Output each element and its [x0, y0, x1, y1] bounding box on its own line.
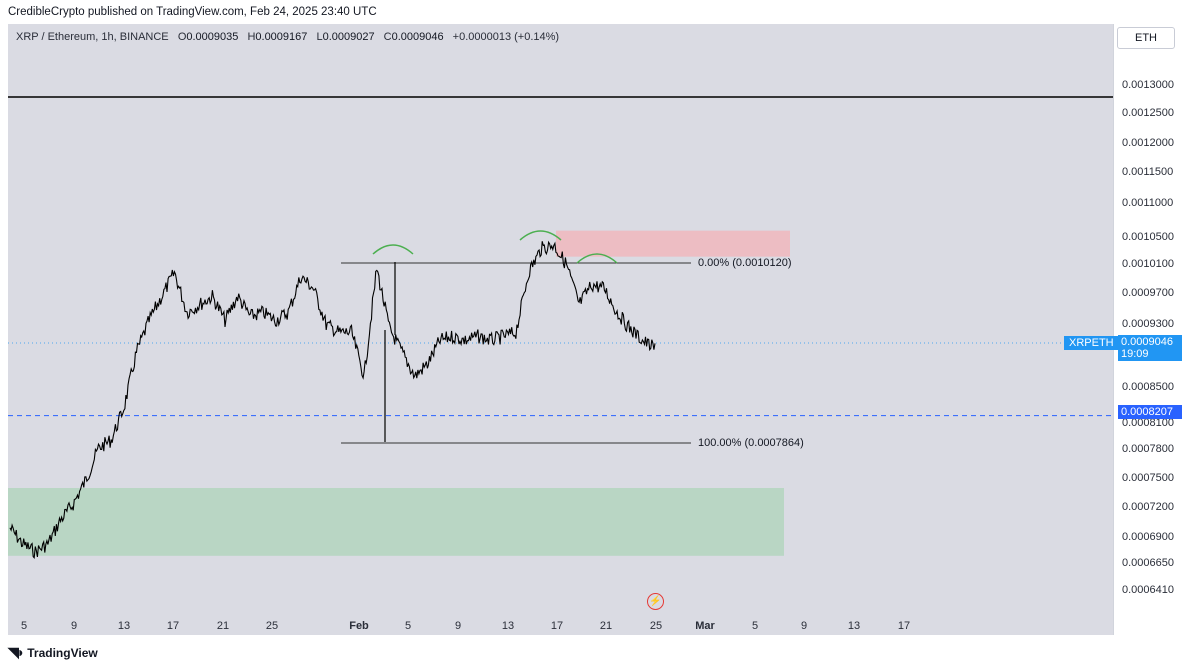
price-tick-label: 0.0010100: [1122, 258, 1174, 270]
demand-zone: [8, 488, 784, 556]
bar-countdown: 19:09: [1121, 348, 1149, 360]
price-tick-label: 0.0006410: [1122, 584, 1174, 596]
price-tick-label: 0.0010500: [1122, 231, 1174, 243]
price-tick-label: 0.0007500: [1122, 472, 1174, 484]
price-tick-label: 0.0009700: [1122, 287, 1174, 299]
ohlc-legend: XRP / Ethereum, 1h, BINANCE O0.0009035 H…: [16, 31, 559, 43]
published-caption: CredibleCrypto published on TradingView.…: [8, 6, 377, 18]
time-tick-label: 9: [800, 620, 808, 632]
price-tick-label: 0.0008100: [1122, 417, 1174, 429]
time-tick-label: 25: [649, 620, 663, 632]
last-price-tag: 0.0009046 19:09: [1118, 335, 1182, 361]
tradingview-mark-icon: ◥◗: [8, 644, 25, 660]
legend-high-label: H: [247, 31, 256, 43]
top-arc-2: [519, 230, 562, 241]
top-arc-1: [372, 244, 414, 255]
price-tick-label: 0.0008500: [1122, 381, 1174, 393]
time-tick-label: 25: [265, 620, 279, 632]
price-tick-label: 0.0007200: [1122, 501, 1174, 513]
legend-open-label: O: [177, 31, 187, 43]
price-tick-label: 0.0012000: [1122, 137, 1174, 149]
fib-bottom-label: 100.00% (0.0007864): [698, 437, 804, 449]
legend-high-value: 0.0009167: [255, 31, 308, 43]
time-tick-label: 13: [117, 620, 131, 632]
time-tick-label: Feb: [349, 620, 369, 632]
time-tick-label: 5: [404, 620, 412, 632]
time-tick-label: 17: [897, 620, 911, 632]
resistance-zone: [556, 230, 790, 257]
legend-close-value: 0.0009046: [391, 31, 444, 43]
price-tick-label: 0.0009300: [1122, 318, 1174, 330]
price-tick-label: 0.0011500: [1122, 166, 1174, 178]
legend-open-value: 0.0009035: [186, 31, 239, 43]
price-tick-label: 0.0011000: [1122, 197, 1174, 209]
price-tick-label: 0.0013000: [1122, 79, 1174, 91]
top-arc-3: [576, 253, 618, 264]
time-tick-label: 5: [20, 620, 28, 632]
dashed-level-tag: 0.0008207: [1118, 405, 1182, 419]
time-tick-label: Mar: [695, 620, 715, 632]
price-tick-label: 0.0006900: [1122, 531, 1174, 543]
legend-low-value: 0.0009027: [322, 31, 375, 43]
time-tick-label: 9: [454, 620, 462, 632]
time-tick-label: 13: [501, 620, 515, 632]
time-tick-label: 5: [751, 620, 759, 632]
price-tick-label: 0.0012500: [1122, 107, 1174, 119]
currency-unit-button[interactable]: ETH: [1117, 27, 1175, 49]
legend-change: +0.0000013 (+0.14%): [452, 31, 560, 43]
brand-name: TradingView: [27, 645, 98, 660]
price-axis[interactable]: [1113, 24, 1200, 635]
lightning-icon[interactable]: ⚡: [647, 593, 664, 610]
symbol-tag: XRPETH: [1064, 336, 1119, 350]
legend-symbol: XRP / Ethereum, 1h, BINANCE: [16, 31, 169, 43]
time-tick-label: 13: [847, 620, 861, 632]
legend-close-label: C: [383, 31, 392, 43]
last-price-value: 0.0009046: [1121, 336, 1173, 348]
legend-low-label: L: [316, 31, 323, 43]
fib-top-label: 0.00% (0.0010120): [698, 257, 792, 269]
price-tick-label: 0.0006650: [1122, 557, 1174, 569]
time-tick-label: 21: [216, 620, 230, 632]
time-tick-label: 21: [599, 620, 613, 632]
time-tick-label: 9: [70, 620, 78, 632]
price-series-line: [9, 240, 656, 559]
time-tick-label: 17: [166, 620, 180, 632]
time-tick-label: 17: [550, 620, 564, 632]
tradingview-logo: ◥◗ TradingView: [8, 644, 98, 661]
price-tick-label: 0.0007800: [1122, 443, 1174, 455]
